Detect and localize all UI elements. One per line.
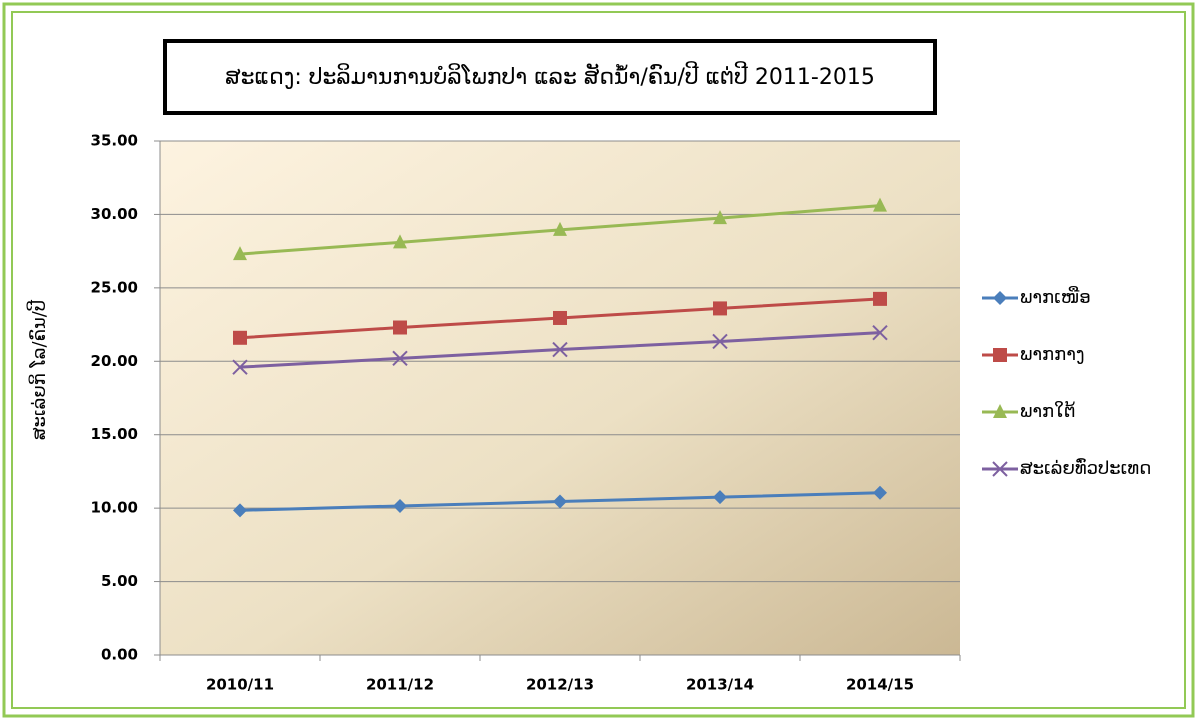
x-tick-label: 2010/11	[206, 676, 274, 694]
legend-marker	[992, 461, 1008, 477]
y-tick-label: 30.00	[91, 205, 138, 223]
data-point	[873, 291, 887, 306]
legend-marker	[993, 291, 1007, 305]
legend-label: ສະເລ່ຍທົ່ວປະເທດ	[1020, 457, 1151, 479]
data-point	[553, 221, 567, 236]
inner-border	[11, 11, 1186, 709]
data-point	[712, 333, 728, 350]
data-point	[553, 310, 567, 325]
y-axis-label: ສະເລ່ຍກິ ໂລ/ຄົນ/ປີ	[27, 300, 50, 440]
data-point	[713, 210, 727, 225]
data-point	[552, 341, 568, 358]
y-tick-label: 0.00	[101, 646, 138, 664]
y-tick-label: 5.00	[101, 572, 138, 590]
data-point	[393, 320, 407, 335]
data-point	[232, 359, 248, 375]
y-tick-label: 20.00	[91, 352, 138, 370]
data-point	[392, 350, 408, 367]
x-tick-label: 2013/14	[686, 676, 754, 694]
data-point	[872, 324, 888, 341]
data-point	[393, 498, 407, 513]
data-point	[393, 234, 407, 249]
data-point	[873, 485, 887, 500]
title-box	[163, 39, 937, 115]
data-point	[233, 330, 247, 345]
x-tick-label: 2014/15	[846, 676, 914, 694]
legend-marker	[993, 404, 1007, 418]
legend-label: ພາກກາງ	[1020, 344, 1085, 365]
data-point	[233, 246, 247, 261]
data-point	[233, 503, 247, 518]
plot-area	[160, 141, 960, 655]
data-point	[873, 197, 887, 212]
y-tick-label: 15.00	[91, 425, 138, 443]
y-tick-label: 25.00	[91, 278, 138, 296]
data-point	[713, 490, 727, 505]
chart-title: ສະແດງ: ປະລິມານການບໍລິໂພກປາ ແລະ ສັດນ້ຳ/ຄົ…	[225, 61, 875, 90]
legend-label: ພາກໃຕ້	[1020, 401, 1076, 422]
x-tick-label: 2011/12	[366, 676, 434, 694]
x-tick-label: 2012/13	[526, 676, 594, 694]
legend-label: ພາກເໜືອ	[1020, 287, 1091, 308]
y-tick-label: 35.00	[91, 132, 138, 150]
data-point	[553, 494, 567, 509]
y-tick-label: 10.00	[91, 499, 138, 517]
legend-marker	[993, 348, 1007, 362]
data-point	[713, 301, 727, 316]
